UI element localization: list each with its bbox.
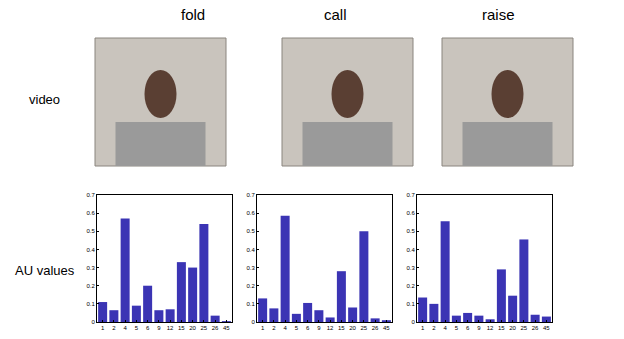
svg-text:2: 2 — [112, 325, 116, 331]
svg-text:6: 6 — [306, 325, 310, 331]
svg-text:0.6: 0.6 — [406, 210, 415, 216]
svg-text:26: 26 — [372, 325, 379, 331]
svg-text:4: 4 — [443, 325, 447, 331]
svg-text:0.2: 0.2 — [406, 283, 415, 289]
svg-text:0.3: 0.3 — [406, 265, 415, 271]
svg-text:raise: raise — [482, 6, 515, 23]
svg-text:0.4: 0.4 — [86, 247, 95, 253]
svg-text:2: 2 — [272, 325, 276, 331]
svg-text:fold: fold — [181, 6, 205, 23]
svg-text:0.5: 0.5 — [406, 228, 415, 234]
svg-text:45: 45 — [223, 325, 230, 331]
svg-text:0.3: 0.3 — [246, 265, 255, 271]
svg-text:4: 4 — [283, 325, 287, 331]
svg-text:0: 0 — [251, 319, 255, 325]
svg-text:9: 9 — [157, 325, 161, 331]
svg-text:0.4: 0.4 — [406, 247, 415, 253]
svg-text:6: 6 — [466, 325, 470, 331]
svg-text:0.2: 0.2 — [246, 283, 255, 289]
svg-text:9: 9 — [317, 325, 321, 331]
svg-text:20: 20 — [189, 325, 196, 331]
svg-text:0: 0 — [91, 319, 95, 325]
svg-text:0.1: 0.1 — [86, 301, 95, 307]
svg-text:1: 1 — [261, 325, 265, 331]
svg-text:20: 20 — [349, 325, 356, 331]
svg-text:26: 26 — [212, 325, 219, 331]
svg-text:26: 26 — [532, 325, 539, 331]
svg-text:25: 25 — [521, 325, 528, 331]
svg-text:2: 2 — [432, 325, 436, 331]
svg-text:0.6: 0.6 — [246, 210, 255, 216]
svg-text:0.5: 0.5 — [86, 228, 95, 234]
svg-text:15: 15 — [498, 325, 505, 331]
svg-text:20: 20 — [509, 325, 516, 331]
svg-text:0.6: 0.6 — [86, 210, 95, 216]
svg-text:4: 4 — [123, 325, 127, 331]
svg-text:45: 45 — [383, 325, 390, 331]
svg-text:0.2: 0.2 — [86, 283, 95, 289]
svg-text:25: 25 — [361, 325, 368, 331]
svg-text:12: 12 — [327, 325, 334, 331]
svg-text:15: 15 — [338, 325, 345, 331]
svg-text:6: 6 — [146, 325, 150, 331]
svg-text:0.1: 0.1 — [406, 301, 415, 307]
svg-text:5: 5 — [455, 325, 459, 331]
svg-text:0.7: 0.7 — [246, 192, 255, 198]
svg-text:0.3: 0.3 — [86, 265, 95, 271]
svg-text:AU values: AU values — [15, 263, 75, 278]
svg-text:5: 5 — [135, 325, 139, 331]
svg-text:9: 9 — [477, 325, 481, 331]
svg-text:1: 1 — [101, 325, 105, 331]
svg-text:0.7: 0.7 — [86, 192, 95, 198]
svg-text:video: video — [29, 92, 60, 107]
svg-text:0.1: 0.1 — [246, 301, 255, 307]
svg-text:12: 12 — [487, 325, 494, 331]
svg-text:call: call — [324, 6, 347, 23]
svg-text:5: 5 — [295, 325, 299, 331]
svg-text:0.7: 0.7 — [406, 192, 415, 198]
svg-text:0.4: 0.4 — [246, 247, 255, 253]
svg-text:15: 15 — [178, 325, 185, 331]
svg-text:0: 0 — [411, 319, 415, 325]
svg-text:1: 1 — [421, 325, 425, 331]
svg-text:0.5: 0.5 — [246, 228, 255, 234]
svg-text:45: 45 — [543, 325, 550, 331]
svg-text:25: 25 — [201, 325, 208, 331]
svg-text:12: 12 — [167, 325, 174, 331]
